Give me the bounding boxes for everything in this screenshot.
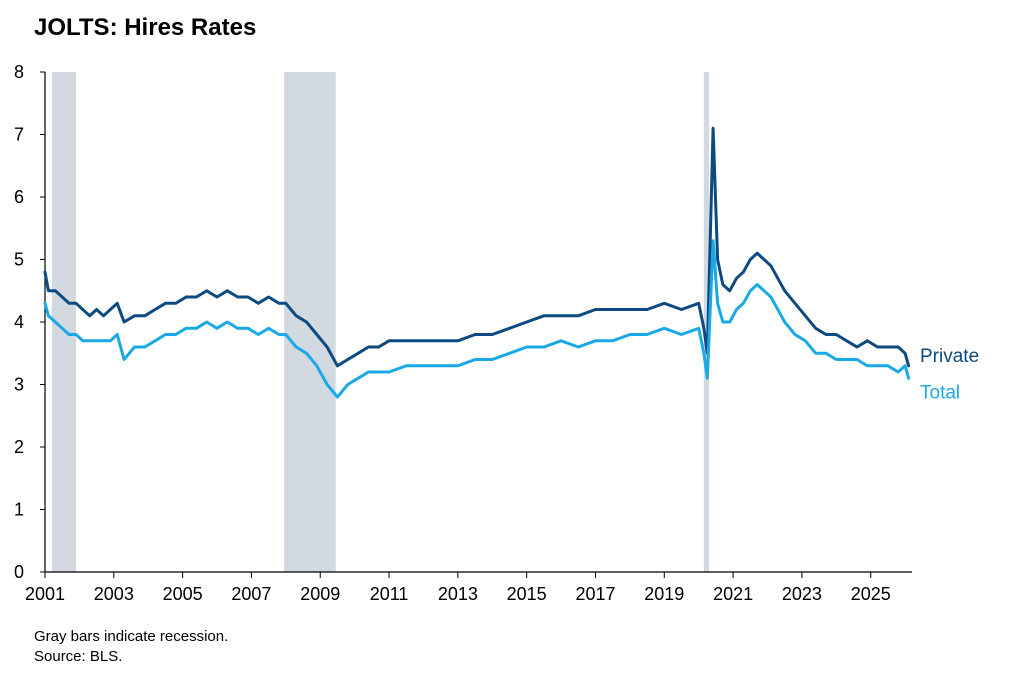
footnote-source: Source: BLS. [34, 648, 123, 665]
recession-bar-1 [284, 72, 336, 572]
recession-bar-2 [703, 72, 710, 572]
x-tick-label-2003: 2003 [94, 584, 134, 604]
series-label-private: Private [920, 346, 979, 367]
series-line-total [43, 239, 911, 399]
x-tick-label-2009: 2009 [300, 584, 340, 604]
y-tick-label-8: 8 [14, 62, 24, 82]
x-tick-label-2021: 2021 [713, 584, 753, 604]
y-tick-label-6: 6 [14, 187, 24, 207]
x-tick-label-2023: 2023 [782, 584, 822, 604]
y-tick-label-7: 7 [14, 125, 24, 145]
x-tick-label-2017: 2017 [575, 584, 615, 604]
x-tick-label-2011: 2011 [370, 584, 409, 604]
x-tick-label-2025: 2025 [851, 584, 891, 604]
y-tick-label-5: 5 [14, 250, 24, 270]
x-tick-label-2001: 2001 [25, 584, 65, 604]
series-lines [43, 126, 911, 399]
footnote-recession: Gray bars indicate recession. [34, 628, 229, 645]
series-line-private [43, 126, 911, 368]
y-tick-label-0: 0 [14, 562, 24, 582]
y-tick-label-3: 3 [14, 375, 24, 395]
x-tick-label-2005: 2005 [163, 584, 203, 604]
x-tick-label-2013: 2013 [438, 584, 478, 604]
chart-title: JOLTS: Hires Rates [34, 14, 257, 41]
x-tick-label-2015: 2015 [507, 584, 547, 604]
axes: 0 1 2 3 4 5 6 7 8 2001 2003 2005 2007 2009 2011 2013 201… [14, 62, 912, 604]
series-label-total: Total [920, 382, 960, 403]
x-tick-label-2007: 2007 [231, 584, 271, 604]
y-tick-label-2: 2 [14, 437, 24, 457]
series-labels: Private Total [920, 346, 979, 404]
x-tick-label-2019: 2019 [644, 584, 684, 604]
y-tick-label-4: 4 [14, 312, 24, 332]
recession-bars [51, 72, 710, 572]
y-tick-label-1: 1 [14, 500, 24, 520]
